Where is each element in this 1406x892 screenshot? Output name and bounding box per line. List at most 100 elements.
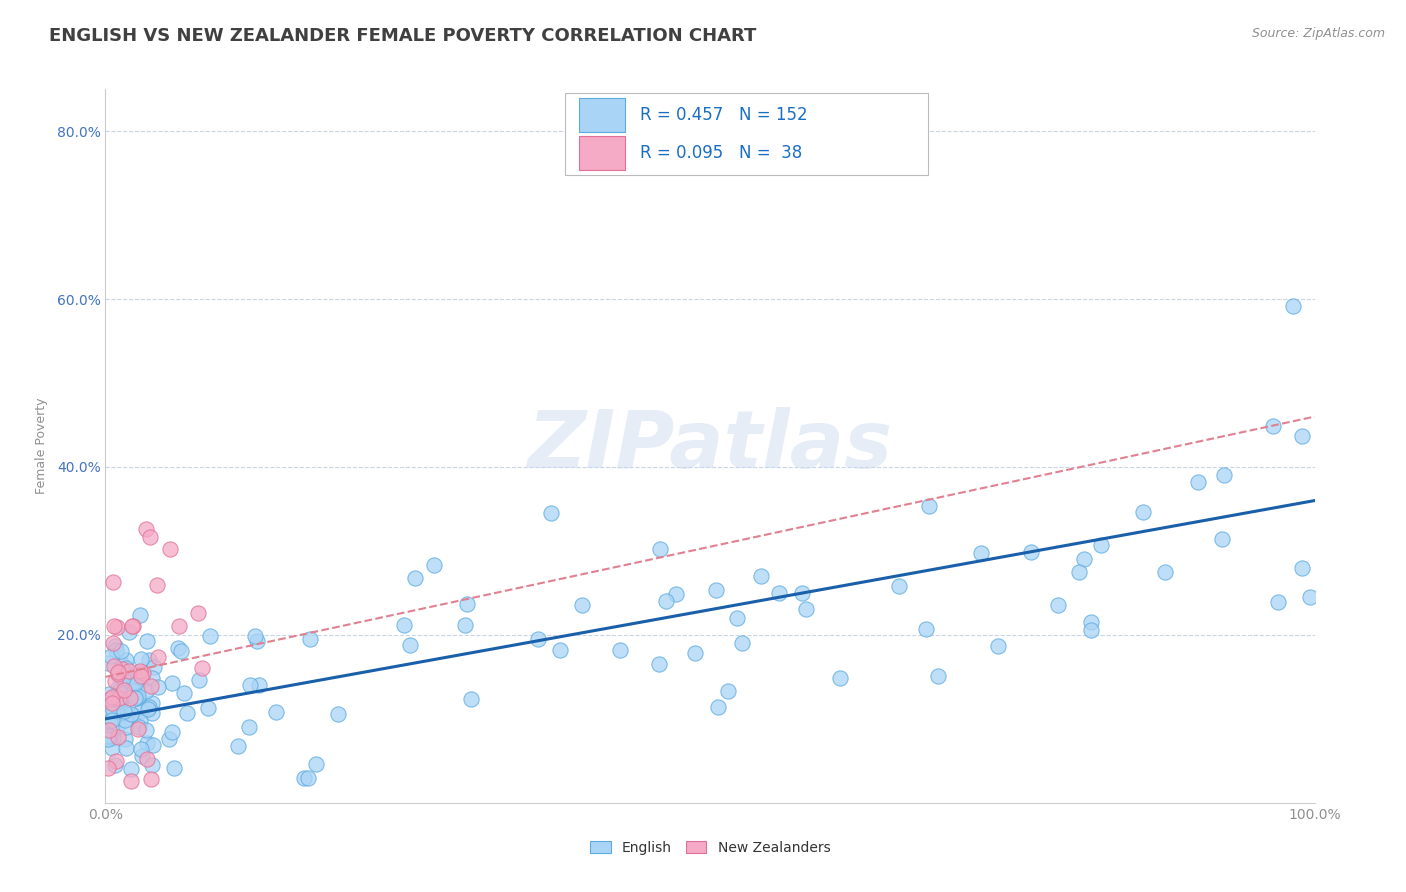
Point — [136, 736, 159, 750]
Point — [142, 738, 165, 752]
Point — [136, 701, 159, 715]
Point — [157, 731, 180, 746]
Point — [107, 718, 129, 732]
Point — [1132, 505, 1154, 519]
Point — [108, 694, 131, 708]
Point — [460, 691, 482, 706]
Point — [97, 656, 120, 670]
Point — [648, 542, 671, 557]
Point — [1212, 467, 1234, 482]
Point — [1047, 598, 1070, 612]
Text: Source: ZipAtlas.com: Source: ZipAtlas.com — [1251, 27, 1385, 40]
Point — [118, 664, 141, 678]
Point — [162, 676, 184, 690]
Point — [122, 684, 145, 698]
Point — [830, 672, 852, 686]
Point — [1019, 544, 1042, 558]
Point — [107, 692, 129, 706]
Point — [139, 529, 162, 543]
Point — [110, 669, 132, 683]
Point — [120, 678, 142, 692]
Point — [141, 696, 163, 710]
Point — [108, 690, 131, 705]
Point — [1282, 299, 1305, 313]
Point — [141, 671, 163, 685]
Y-axis label: Female Poverty: Female Poverty — [35, 398, 48, 494]
Point — [170, 644, 193, 658]
Point — [1291, 429, 1313, 443]
Point — [114, 741, 136, 756]
Point — [423, 558, 446, 572]
Point — [1299, 590, 1322, 604]
Point — [141, 758, 163, 772]
Point — [104, 643, 127, 657]
Point — [191, 661, 214, 675]
Point — [98, 692, 121, 706]
Point — [124, 676, 146, 690]
Point — [128, 664, 150, 678]
Point — [915, 622, 938, 636]
Point — [609, 642, 631, 657]
Point — [141, 706, 163, 720]
Point — [135, 723, 157, 737]
Point — [188, 673, 211, 687]
Point — [792, 586, 814, 600]
Point — [98, 729, 121, 743]
Point — [247, 678, 270, 692]
Point — [297, 771, 319, 785]
Point — [107, 620, 129, 634]
Point — [127, 690, 149, 705]
Point — [305, 756, 328, 771]
Point — [127, 722, 149, 736]
Point — [98, 714, 121, 728]
Point — [887, 579, 910, 593]
Point — [104, 757, 127, 772]
Point — [548, 643, 571, 657]
Point — [97, 729, 120, 743]
Point — [100, 713, 122, 727]
Point — [163, 762, 186, 776]
Point — [1187, 475, 1209, 489]
Point — [103, 659, 125, 673]
Point — [226, 739, 249, 753]
Text: ZIPatlas: ZIPatlas — [527, 407, 893, 485]
Point — [394, 618, 416, 632]
Point — [122, 682, 145, 697]
Point — [1263, 419, 1285, 434]
Point — [707, 699, 730, 714]
Point — [540, 506, 562, 520]
Point — [120, 773, 142, 788]
Text: R = 0.095   N =  38: R = 0.095 N = 38 — [640, 144, 803, 161]
Point — [173, 685, 195, 699]
Point — [141, 772, 163, 786]
Point — [159, 541, 181, 556]
Point — [124, 690, 146, 705]
Point — [725, 611, 748, 625]
Point — [1080, 623, 1102, 637]
Point — [1080, 615, 1102, 630]
Point — [197, 701, 219, 715]
Point — [114, 714, 136, 728]
Point — [129, 704, 152, 718]
Point — [129, 742, 152, 756]
Point — [1211, 532, 1233, 546]
Point — [139, 679, 162, 693]
Point — [167, 640, 190, 655]
Point — [730, 636, 752, 650]
Point — [665, 587, 688, 601]
Point — [399, 638, 422, 652]
Point — [114, 731, 136, 746]
Point — [1090, 538, 1112, 552]
Point — [107, 731, 129, 745]
Point — [112, 690, 135, 704]
Point — [101, 731, 124, 746]
Point — [108, 686, 131, 700]
FancyBboxPatch shape — [579, 98, 626, 132]
Point — [1067, 566, 1090, 580]
Point — [114, 661, 136, 675]
Point — [107, 667, 129, 681]
Point — [167, 619, 190, 633]
Point — [120, 690, 142, 705]
Point — [104, 640, 127, 654]
Point — [527, 632, 550, 646]
